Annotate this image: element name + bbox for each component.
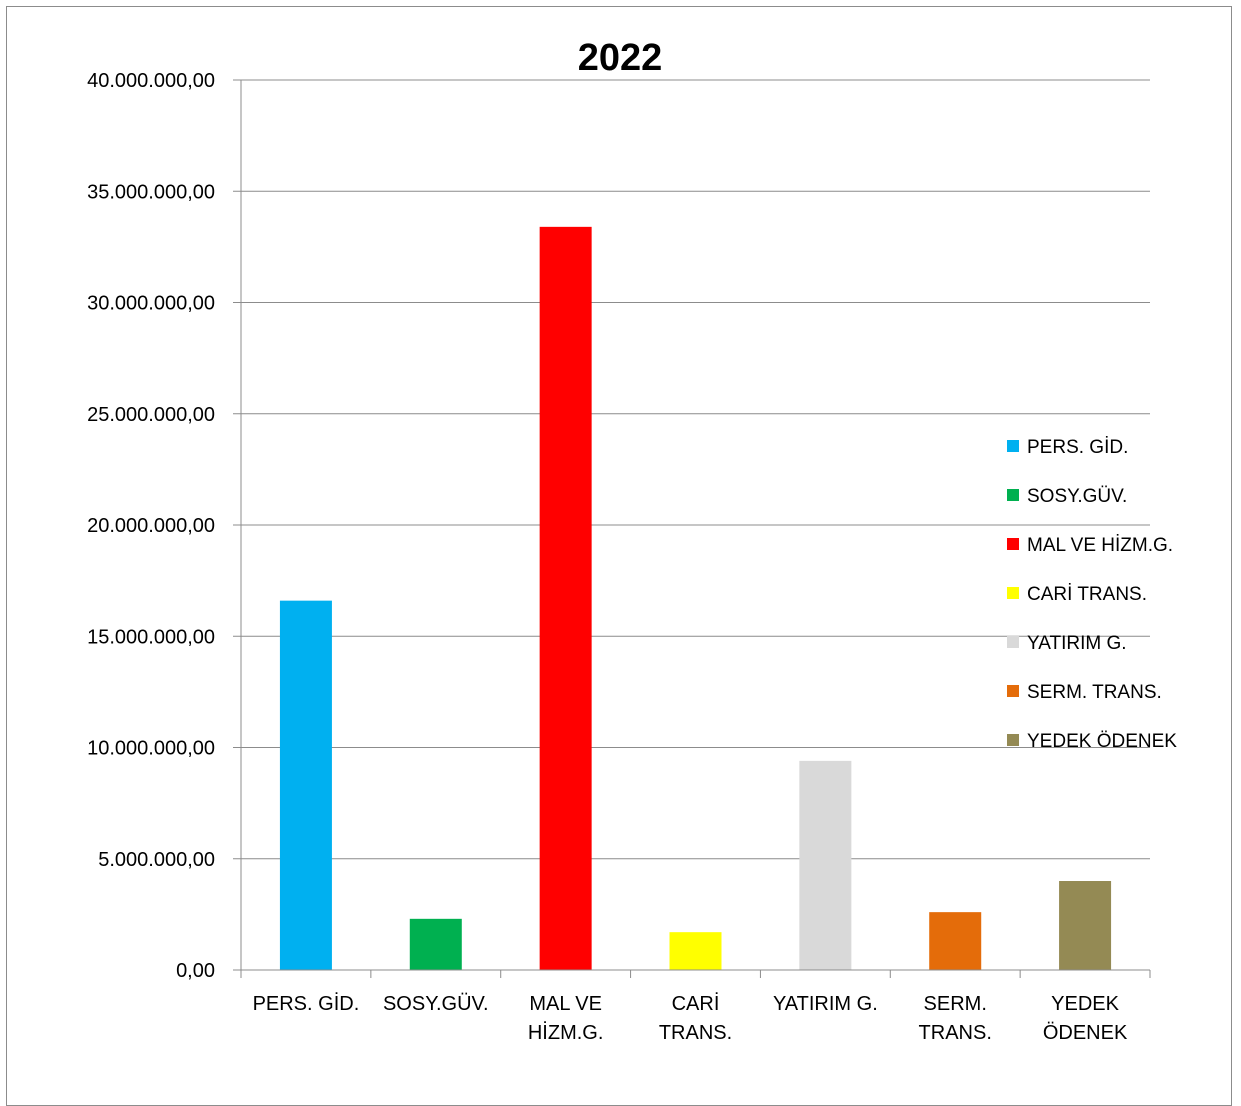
bar [799, 760, 852, 970]
axes [240, 80, 1151, 978]
legend-swatch [1007, 685, 1019, 697]
legend-swatch [1007, 587, 1019, 599]
legend-swatch [1007, 734, 1019, 746]
bar [929, 912, 982, 970]
legend-label: YATIRIM G. [1027, 633, 1127, 654]
x-category-label: SOSY.GÜV. [383, 993, 489, 1015]
chart-frame [6, 6, 1232, 1106]
legend-swatch [1007, 489, 1019, 501]
y-axis-tick-labels: 0,00 5.000.000,00 10.000.000,00 15.000.000,… [87, 70, 215, 982]
y-tick-label: 10.000.000,00 [87, 738, 215, 760]
y-tick-label: 20.000.000,00 [87, 515, 215, 537]
y-tick-label: 40.000.000,00 [87, 70, 215, 92]
bar [279, 600, 332, 970]
x-category-label: YEDEK ÖDENEK [1043, 993, 1128, 1044]
x-category-label: SERM. TRANS. [919, 993, 992, 1044]
x-axis-category-labels: PERS. GİD. SOSY.GÜV. MAL VE HİZM.G. CARİ TRAN… [253, 992, 1128, 1044]
y-tick-label: 5.000.000,00 [98, 849, 215, 871]
x-category-label: PERS. GİD. [253, 992, 360, 1015]
legend-swatch [1007, 440, 1019, 452]
legend: PERS. GİD. SOSY.GÜV. MAL VE HİZM.G. CARİ TR… [1007, 437, 1177, 752]
bar [669, 932, 722, 970]
legend-swatch [1007, 538, 1019, 550]
x-category-label: CARİ TRANS. [659, 992, 732, 1044]
y-tick-label: 0,00 [176, 960, 215, 982]
legend-label: PERS. GİD. [1027, 437, 1128, 458]
bar [1059, 881, 1112, 970]
bars [279, 226, 1112, 971]
chart-title: 2022 [578, 37, 663, 79]
y-tick-label: 15.000.000,00 [87, 626, 215, 648]
gridlines [233, 79, 1150, 971]
x-category-label: MAL VE HİZM.G. [528, 993, 604, 1044]
y-tick-label: 30.000.000,00 [87, 293, 215, 315]
x-category-label: YATIRIM G. [773, 993, 878, 1015]
legend-label: SOSY.GÜV. [1027, 486, 1127, 507]
legend-label: YEDEK ÖDENEK [1027, 731, 1177, 752]
legend-label: MAL VE HİZM.G. [1027, 535, 1173, 556]
y-tick-label: 25.000.000,00 [87, 404, 215, 426]
legend-label: SERM. TRANS. [1027, 682, 1162, 703]
legend-swatch [1007, 636, 1019, 648]
y-tick-label: 35.000.000,00 [87, 181, 215, 203]
legend-label: CARİ TRANS. [1027, 584, 1147, 605]
bar [539, 226, 592, 971]
bar [409, 918, 462, 970]
